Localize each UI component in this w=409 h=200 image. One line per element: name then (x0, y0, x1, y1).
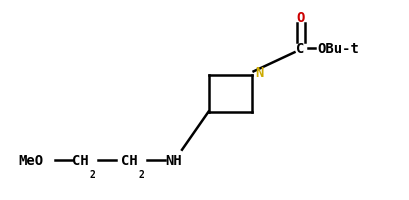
Text: CH: CH (121, 153, 137, 167)
Text: NH: NH (166, 153, 182, 167)
Text: 2: 2 (139, 169, 144, 179)
Text: OBu-t: OBu-t (317, 42, 359, 56)
Text: C: C (297, 42, 305, 56)
Text: CH: CH (72, 153, 88, 167)
Text: MeO: MeO (18, 153, 43, 167)
Text: N: N (256, 66, 264, 80)
Text: O: O (297, 11, 305, 25)
Text: 2: 2 (90, 169, 95, 179)
